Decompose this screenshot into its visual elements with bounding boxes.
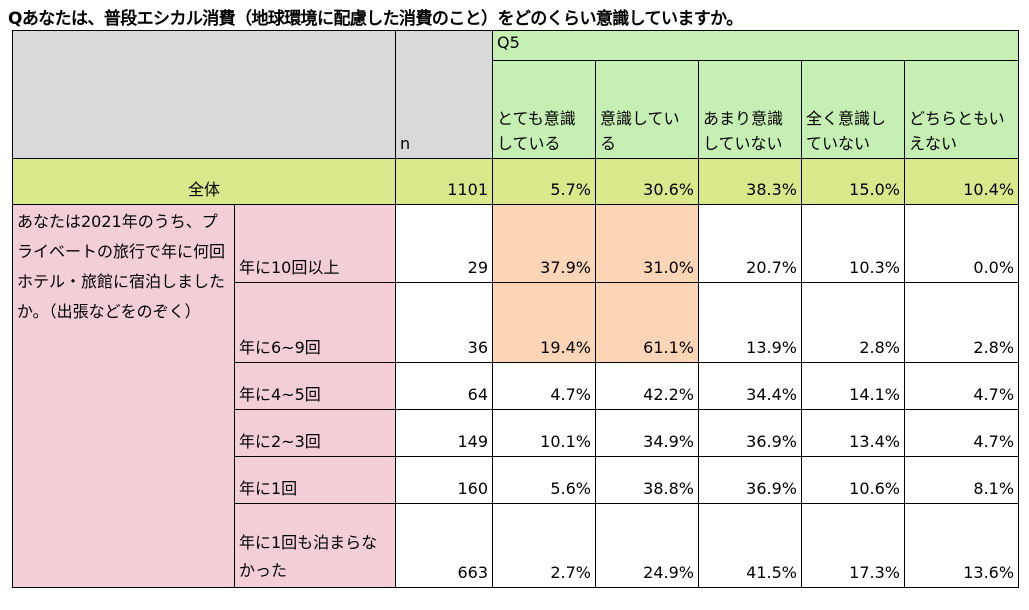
cell-value: 10.3% xyxy=(801,204,905,283)
cell-value: 2.7% xyxy=(492,503,596,588)
cell-value: 36.9% xyxy=(698,409,802,457)
cell-value: 17.3% xyxy=(801,503,905,588)
header-blank-cell xyxy=(12,30,396,159)
crosstab-table: n Q5 とても意識している 意識している あまり意識していない 全く意識してい… xyxy=(12,30,1020,588)
row-n: 663 xyxy=(395,503,493,588)
table-row: 年に4~5回 64 4.7% 42.2% 34.4% 14.1% 4.7% xyxy=(13,362,1020,410)
total-value: 30.6% xyxy=(595,158,699,205)
total-value: 10.4% xyxy=(903,158,1020,205)
cell-value: 13.6% xyxy=(903,503,1020,588)
col-header-conscious: 意識している xyxy=(595,60,699,159)
cell-value: 34.4% xyxy=(698,362,802,410)
table-row: 年に1回 160 5.6% 38.8% 36.9% 10.6% 8.1% xyxy=(13,456,1020,504)
page-title: Qあなたは、普段エシカル消費（地球環境に配慮した消費のこと）をどのくらい意識して… xyxy=(8,9,743,29)
table-row: 年に6~9回 36 19.4% 61.1% 13.9% 2.8% 2.8% xyxy=(13,282,1020,363)
cell-value: 4.7% xyxy=(903,362,1020,410)
cell-value: 31.0% xyxy=(595,204,699,283)
table-row: あなたは2021年のうち、プライベートの旅行で年に何回ホテル・旅館に宿泊しました… xyxy=(12,204,1020,588)
cell-value: 34.9% xyxy=(595,409,699,457)
row-label: 年に4~5回 xyxy=(234,362,396,410)
row-label: 年に6~9回 xyxy=(234,282,396,363)
cell-value: 0.0% xyxy=(903,204,1020,283)
cell-value: 42.2% xyxy=(595,362,699,410)
total-value: 15.0% xyxy=(801,158,905,205)
cell-value: 37.9% xyxy=(492,204,596,283)
cell-value: 41.5% xyxy=(698,503,802,588)
cell-value: 2.8% xyxy=(801,282,905,363)
row-n: 36 xyxy=(395,282,493,363)
col-header-neither: どちらともいえない xyxy=(903,60,1020,159)
total-n: 1101 xyxy=(395,158,493,205)
cell-value: 20.7% xyxy=(698,204,802,283)
col-header-very-conscious: とても意識している xyxy=(492,60,596,159)
col-header-not-very-conscious: あまり意識していない xyxy=(698,60,802,159)
cell-value: 14.1% xyxy=(801,362,905,410)
row-label: 年に10回以上 xyxy=(234,204,396,283)
cell-value: 61.1% xyxy=(595,282,699,363)
cell-value: 4.7% xyxy=(492,362,596,410)
total-value: 38.3% xyxy=(698,158,802,205)
row-n: 29 xyxy=(395,204,493,283)
question-header: Q5 xyxy=(491,30,1020,61)
total-label: 全体 xyxy=(12,158,396,205)
cell-value: 38.8% xyxy=(595,456,699,504)
cell-value: 13.9% xyxy=(698,282,802,363)
cell-value: 10.1% xyxy=(492,409,596,457)
col-header-not-conscious-at-all: 全く意識していない xyxy=(801,60,905,159)
row-label: 年に1回も泊まらなかった xyxy=(234,503,396,588)
cell-value: 10.6% xyxy=(801,456,905,504)
cell-value: 8.1% xyxy=(903,456,1020,504)
table-row: 年に2~3回 149 10.1% 34.9% 36.9% 13.4% 4.7% xyxy=(13,409,1020,457)
cell-value: 36.9% xyxy=(698,456,802,504)
cell-value: 19.4% xyxy=(492,282,596,363)
cell-value: 24.9% xyxy=(595,503,699,588)
group-label: あなたは2021年のうち、プライベートの旅行で年に何回ホテル・旅館に宿泊しました… xyxy=(12,204,235,588)
cell-value: 2.8% xyxy=(903,282,1020,363)
n-header: n xyxy=(395,30,493,159)
cell-value: 5.6% xyxy=(492,456,596,504)
row-label: 年に2~3回 xyxy=(234,409,396,457)
row-n: 149 xyxy=(395,409,493,457)
total-value: 5.7% xyxy=(492,158,596,205)
total-row: 全体 1101 5.7% 30.6% 38.3% 15.0% 10.4% xyxy=(12,158,1020,205)
row-n: 64 xyxy=(395,362,493,410)
row-n: 160 xyxy=(395,456,493,504)
cell-value: 13.4% xyxy=(801,409,905,457)
table-row: 年に1回も泊まらなかった 663 2.7% 24.9% 41.5% 17.3% … xyxy=(13,503,1020,588)
row-label: 年に1回 xyxy=(234,456,396,504)
cell-value: 4.7% xyxy=(903,409,1020,457)
